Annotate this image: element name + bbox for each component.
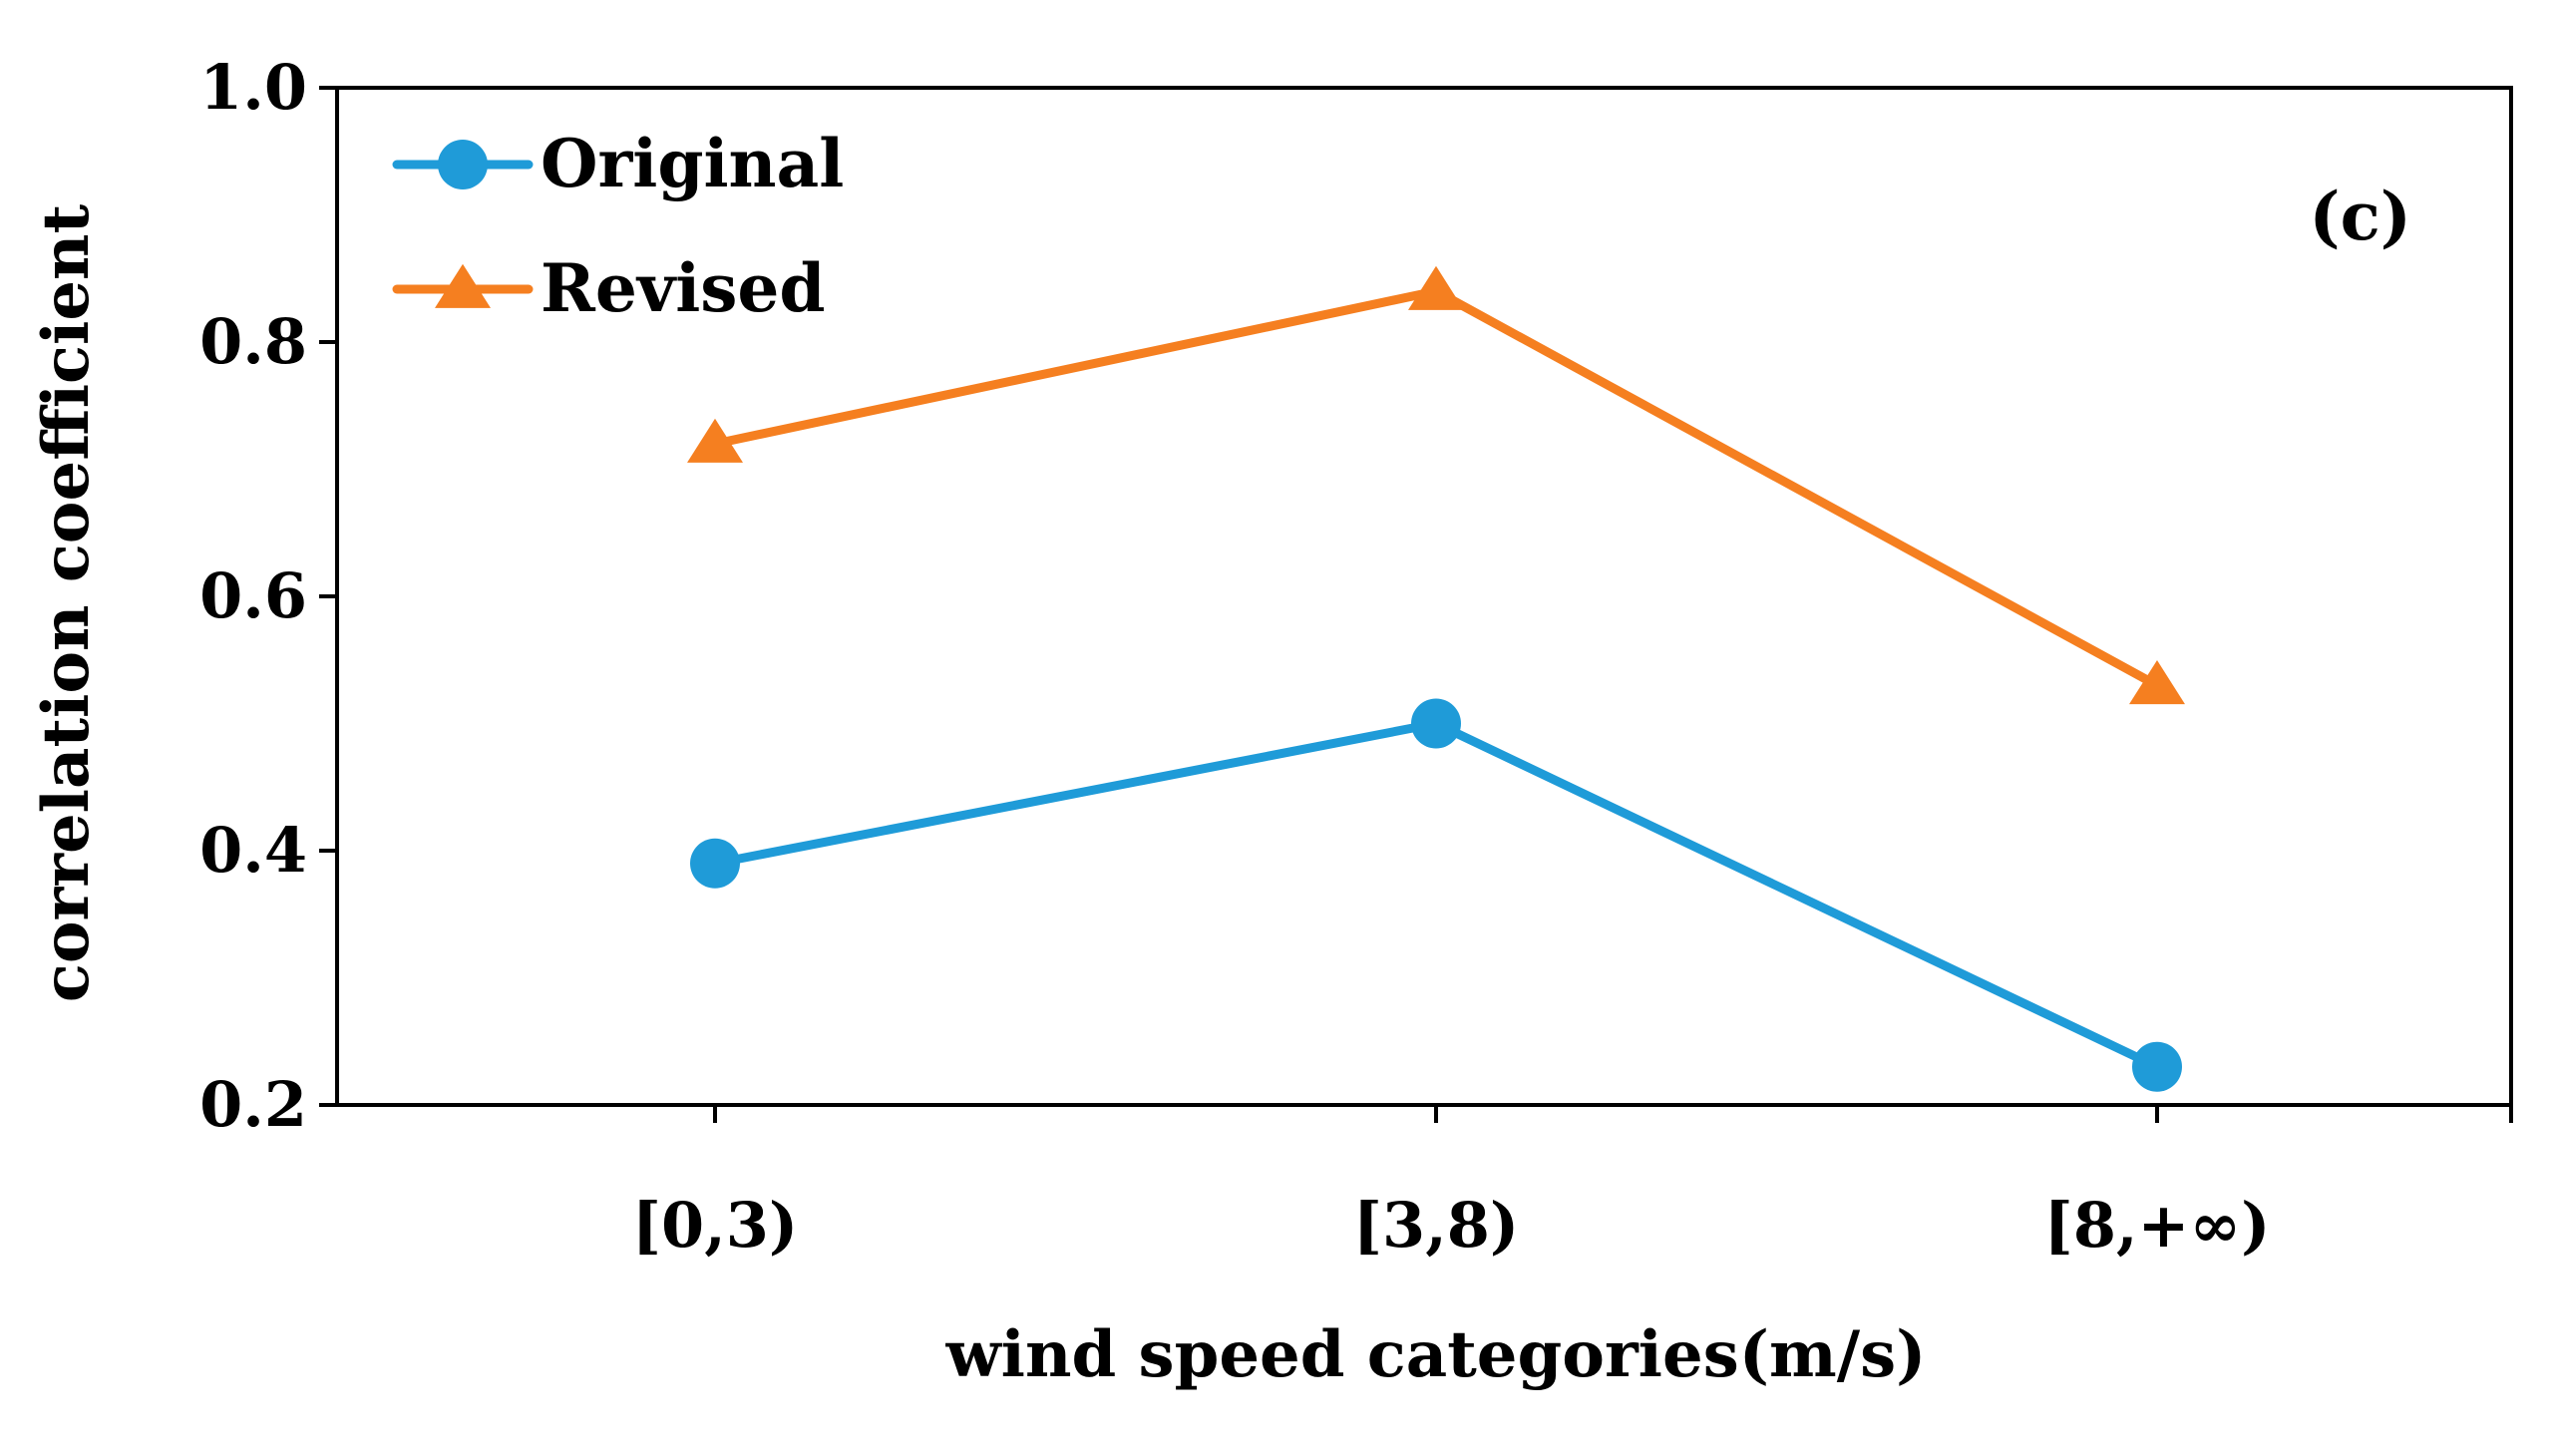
plot-border [335, 86, 2513, 1107]
series-layer [687, 265, 2185, 1092]
y-axis: 0.2 0.4 0.6 0.8 1.0 [199, 51, 337, 1141]
data-point [1411, 698, 1461, 749]
y-tick-label: 0.4 [199, 814, 307, 887]
x-axis: [0,3) [3,8) [8,+∞) [632, 1105, 2513, 1262]
x-axis-title: wind speed categories(m/s) [945, 1317, 1927, 1392]
legend: Original Revised [392, 125, 844, 327]
legend-label: Original [541, 125, 844, 202]
legend-marker [435, 263, 491, 308]
series-line [710, 719, 2162, 1072]
x-tick-label: [0,3) [632, 1189, 799, 1262]
legend-marker [438, 140, 488, 189]
y-tick-label: 0.8 [199, 305, 307, 378]
data-point [690, 838, 740, 889]
y-axis-title: correlation coefficient [29, 203, 104, 1002]
y-tick-label: 0.6 [199, 559, 307, 632]
y-tick-label: 0.2 [199, 1068, 307, 1141]
legend-item-original: Original [392, 125, 844, 202]
y-tick-label: 1.0 [199, 51, 307, 124]
legend-item-revised: Revised [392, 249, 826, 327]
data-point [687, 418, 743, 463]
data-point [2132, 1041, 2182, 1092]
x-tick-label: [8,+∞) [2044, 1189, 2271, 1262]
plot-frame [335, 86, 2513, 1107]
series-original [690, 698, 2182, 1092]
x-tick-label: [3,8) [1353, 1189, 1520, 1262]
data-point [1408, 265, 1464, 310]
panel-label: (c) [2309, 178, 2411, 255]
series-revised [687, 265, 2185, 705]
data-point [2129, 660, 2185, 705]
legend-label: Revised [541, 249, 826, 327]
series-line [710, 286, 2162, 690]
